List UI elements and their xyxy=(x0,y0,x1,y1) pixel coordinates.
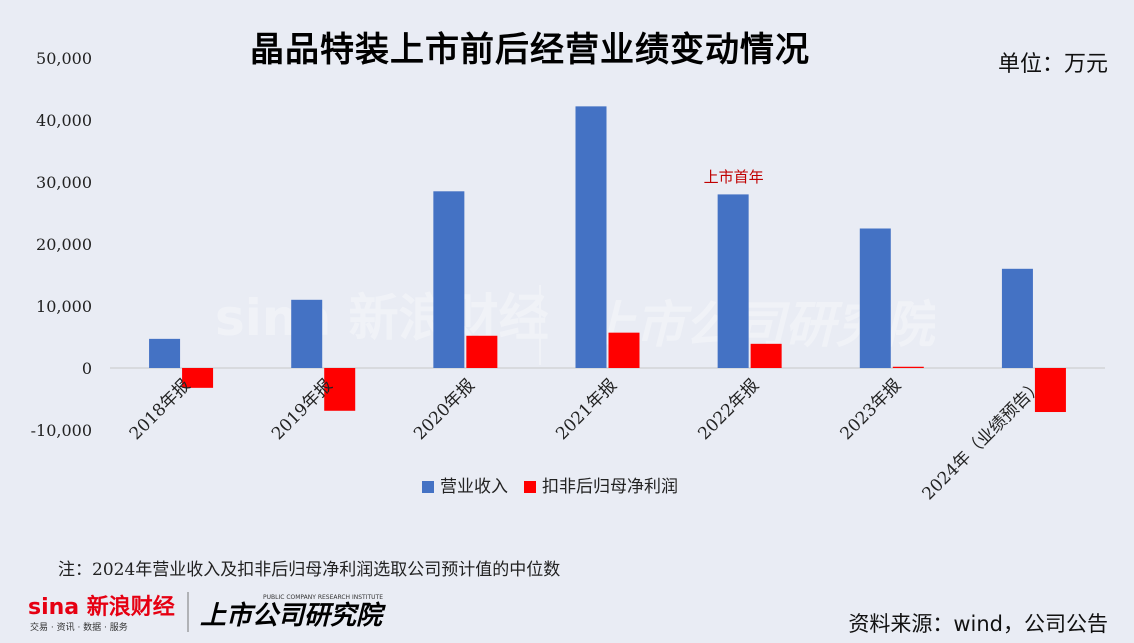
x-tick-label: 2020年报 xyxy=(410,375,479,444)
y-tick-label: -10,000 xyxy=(31,421,92,440)
x-tick-label: 2023年报 xyxy=(837,375,906,444)
sina-logo-sub: 交易 · 资讯 · 数据 · 服务 xyxy=(30,621,128,633)
footnote: 注：2024年营业收入及扣非后归母净利润选取公司预计值的中位数 xyxy=(58,560,561,580)
legend-swatch xyxy=(524,481,536,493)
x-tick-label: 2022年报 xyxy=(694,375,763,444)
y-tick-label: 30,000 xyxy=(36,173,92,192)
y-tick-label: 40,000 xyxy=(36,111,92,130)
bar-profit xyxy=(1034,368,1066,413)
bar-revenue xyxy=(433,191,465,368)
y-tick-label: 20,000 xyxy=(36,235,92,254)
bar-revenue xyxy=(1001,268,1033,368)
chart-title: 晶品特装上市前后经营业绩变动情况 xyxy=(250,30,810,70)
x-tick-label: 2024年（业绩预告） xyxy=(919,375,1048,504)
bar-revenue xyxy=(149,338,181,368)
bar-profit xyxy=(608,332,640,368)
research-logo-sub: PUBLIC COMPANY RESEARCH INSTITUTE xyxy=(263,594,383,601)
unit-label: 单位：万元 xyxy=(997,52,1108,77)
y-tick-label: 50,000 xyxy=(36,49,92,68)
research-logo: 上市公司研究院 xyxy=(200,601,386,631)
publisher-logos: sina 新浪财经 交易 · 资讯 · 数据 · 服务 上市公司研究院 PUBL… xyxy=(28,592,386,633)
bar-revenue xyxy=(291,299,323,368)
x-tick-label: 2018年报 xyxy=(126,375,195,444)
annotation-label: 上市首年 xyxy=(704,168,764,186)
bar-revenue xyxy=(717,194,749,368)
sina-logo: sina 新浪财经 xyxy=(28,594,175,620)
legend-swatch xyxy=(422,481,434,493)
bar-profit xyxy=(750,343,782,368)
y-tick-label: 0 xyxy=(82,359,92,378)
bar-profit xyxy=(892,366,924,368)
x-tick-label: 2021年报 xyxy=(552,375,621,444)
bar-revenue xyxy=(575,106,607,369)
bar-revenue xyxy=(859,228,891,368)
legend-label: 扣非后归母净利润 xyxy=(542,477,678,497)
legend-label: 营业收入 xyxy=(440,477,508,497)
bar-profit xyxy=(324,368,356,411)
data-source: 资料来源：wind，公司公告 xyxy=(848,612,1108,636)
bar-profit xyxy=(466,335,498,368)
bar-profit xyxy=(182,368,214,388)
y-tick-label: 10,000 xyxy=(36,297,92,316)
